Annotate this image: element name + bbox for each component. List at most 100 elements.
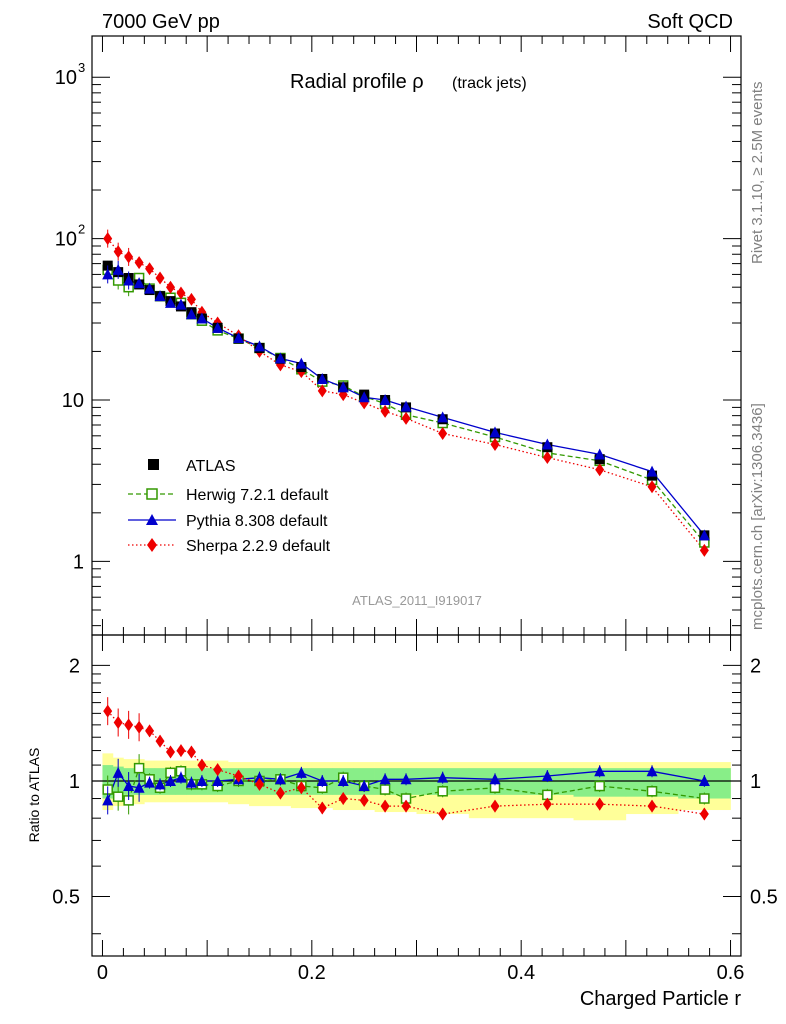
data-point-2 [154,290,166,302]
ratio-panel: 0.5 0.5 1 1 2 2 0 0.2 0.4 0.6 Ratio to ATLAS Char… [26,634,778,1010]
ratio-point-2 [113,716,123,730]
ratio-point-1 [358,780,370,792]
ratio-point-1 [212,774,224,786]
y-tick-label: 1 [73,551,84,573]
data-point-3 [380,404,390,418]
data-point-2 [144,282,156,294]
ratio-point-1 [337,774,349,786]
data-point-2 [541,438,553,450]
y-tick-label: 10 [55,229,77,251]
ratio-point-2 [338,792,348,806]
data-point-2 [437,411,449,423]
data-point-2 [133,277,145,289]
data-point-2 [123,274,135,286]
data-point-3 [647,480,657,494]
ratio-point-1 [185,776,197,788]
data-point-2 [295,357,307,369]
ratio-y-tick-label-right: 1 [750,771,761,793]
main-chart-title-suffix: (track jets) [452,75,527,92]
legend-marker-herwig [146,488,158,500]
data-point-2 [316,372,328,384]
ratio-y-tick-label: 0.5 [52,887,80,909]
mcplots-reference-label: mcplots.cern.ch [arXiv:1306.3436] [749,403,766,630]
ratio-point-0 [437,786,448,797]
x-tick-label: 0.6 [717,962,745,984]
ratio-point-2 [275,786,285,800]
main-chart-title: Radial profile ρ [290,71,424,93]
data-point-3 [542,451,552,465]
ratio-point-0 [133,762,145,774]
ratio-point-2 [595,797,605,811]
x-tick-label: 0.4 [507,962,535,984]
y-tick-label-exponent: 3 [78,60,85,75]
ratio-point-1 [253,771,265,783]
data-point-3 [317,384,327,398]
data-point-3 [401,411,411,425]
ratio-point-1 [379,773,391,785]
x-axis-label: Charged Particle r [580,988,742,1010]
ratio-y-tick-label-right: 2 [750,655,761,677]
data-point-3 [113,245,123,259]
ratio-point-2 [296,781,306,795]
ratio-point-1 [123,780,135,792]
ratio-y-tick-label-right: 0.5 [750,887,778,909]
data-point-2 [233,332,245,344]
data-point-3 [186,292,196,306]
ratio-point-1 [316,774,328,786]
data-point-2 [102,268,114,280]
ratio-point-2 [647,799,657,813]
ratio-point-2 [166,745,176,759]
ratio-y-axis-label: Ratio to ATLAS [26,748,42,843]
ratio-point-0 [379,784,391,795]
data-point-2 [337,381,349,393]
ratio-point-2 [254,777,264,791]
ratio-point-1 [154,778,166,790]
data-point-2 [379,394,391,406]
data-point-2 [212,321,224,333]
ratio-point-2 [186,745,196,759]
ratio-point-2 [438,807,448,821]
ratio-point-1 [295,766,307,778]
ratio-point-1 [698,774,710,786]
process-label: Soft QCD [647,11,733,33]
legend-label-atlas: ATLAS [186,458,236,475]
data-point-3 [166,280,176,294]
ratio-point-1 [165,774,177,786]
legend-label-herwig: Herwig 7.2.1 default [186,487,329,504]
ratio-point-2 [124,718,134,732]
ratio-point-1 [196,774,208,786]
y-tick-label-exponent: 2 [78,222,85,237]
data-point-2 [358,391,370,403]
ratio-point-1 [489,773,501,785]
analysis-id-label: ATLAS_2011_I919017 [352,593,482,608]
ratio-point-0 [594,780,605,792]
data-point-3 [145,262,155,276]
legend-label-sherpa: Sherpa 2.2.9 default [186,538,331,555]
ratio-point-1 [400,773,412,785]
data-point-3 [134,256,144,270]
data-point-3 [595,463,605,477]
ratio-point-1 [541,770,553,782]
ratio-point-1 [144,776,156,788]
data-point-2 [112,263,124,275]
ratio-point-2 [145,724,155,738]
ratio-point-2 [197,758,207,772]
x-tick-label: 0.2 [298,962,326,984]
ratio-point-2 [542,797,552,811]
ratio-plot-area: 0.5 0.5 1 1 2 2 0 0.2 0.4 0.6 [52,635,778,984]
data-point-3 [438,427,448,441]
data-point-2 [165,296,177,308]
data-point-2 [175,298,187,310]
ratio-point-2 [103,704,113,718]
ratio-point-2 [176,744,186,758]
data-point-3 [124,250,134,264]
data-point-3 [699,543,709,557]
legend-marker-sherpa [147,538,157,552]
legend: ATLAS Herwig 7.2.1 default Pythia 8.308 … [128,458,331,555]
data-point-2 [253,340,265,352]
data-point-2 [489,426,501,438]
data-point-2 [196,312,208,324]
ratio-point-2 [234,769,244,783]
ratio-point-0 [646,786,658,797]
